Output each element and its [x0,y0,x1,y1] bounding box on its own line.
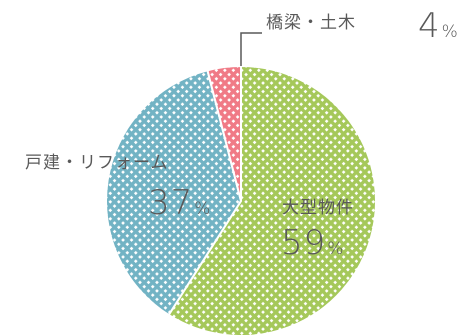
bridge-percent-unit: % [441,22,459,42]
bridge-percent: 4% [418,9,459,43]
large-percent-unit: % [327,239,345,259]
bridge-label: 橋梁・土木 [266,13,356,33]
house-percent-unit: % [194,199,212,219]
slice-large [167,64,378,335]
house-percent: 37% [148,186,211,220]
large-percent-value: 59 [281,223,327,263]
large-percent: 59% [281,226,344,260]
house-percent-value: 37 [148,183,194,223]
bridge-leader-line [240,32,262,66]
bridge-percent-value: 4 [418,6,441,46]
house-label: 戸建・リフォーム [25,153,169,173]
slice-house [105,69,243,317]
large-label: 大型物件 [282,198,354,218]
pie-slices [105,64,378,335]
